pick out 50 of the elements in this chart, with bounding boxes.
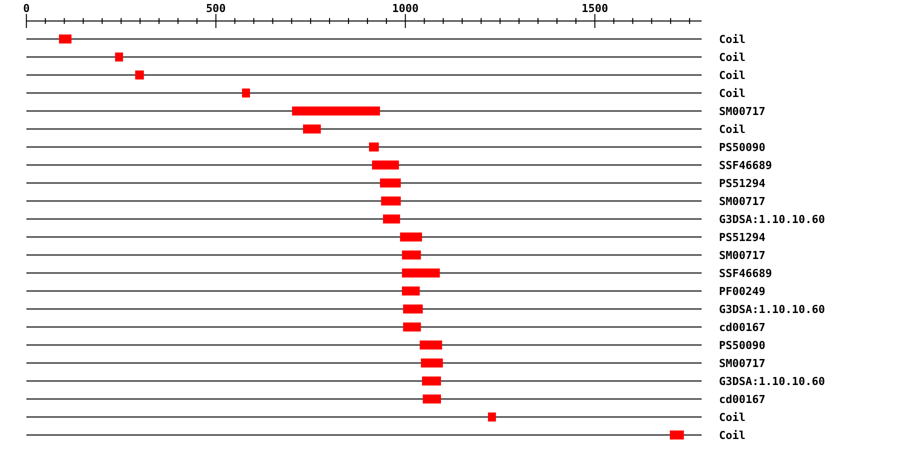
y-tick-label: SM00717 [719,105,766,118]
bar [372,160,399,170]
bar [403,304,423,314]
bar [135,70,144,80]
y-tick-label: SM00717 [719,357,766,370]
bar [670,430,684,440]
y-tick-label: Coil [719,429,746,442]
bar [380,178,401,188]
bar [402,286,420,296]
y-tick-label: cd00167 [719,321,766,334]
y-tick-label: PS51294 [719,231,766,244]
y-tick-label: PS50090 [719,339,766,352]
y-tick-label: Coil [719,123,746,136]
y-tick-label: PS51294 [719,177,766,190]
y-tick-label: Coil [719,87,746,100]
y-tick-label: SM00717 [719,195,766,208]
bar [383,214,400,224]
y-tick-label: Coil [719,33,746,46]
bar [402,268,440,278]
bar [381,196,401,206]
y-tick-label: G3DSA:1.10.10.60 [719,303,825,316]
bar [402,250,421,260]
bar [368,142,379,152]
y-tick-label: Coil [719,411,746,424]
bar [488,412,496,422]
y-tick-label: SSF46689 [719,267,772,280]
y-tick-label: SSF46689 [719,159,772,172]
bar [303,124,321,134]
y-tick-label: G3DSA:1.10.10.60 [719,375,825,388]
y-tick-label: Coil [719,69,746,82]
x-tick-label: 500 [206,2,226,15]
y-tick-label: PF00249 [719,285,766,298]
bar [420,358,443,368]
bar [400,232,422,242]
y-tick-label: SM00717 [719,249,766,262]
y-tick-label: Coil [719,51,746,64]
x-tick-label: 1000 [392,2,419,15]
x-tick-label: 0 [23,2,30,15]
x-tick-label: 1500 [582,2,608,15]
bar [58,34,72,44]
bar [403,322,421,332]
bar [115,52,124,62]
bar [422,376,441,386]
bar [242,88,250,98]
bar [422,394,441,404]
y-tick-label: G3DSA:1.10.10.60 [719,213,825,226]
y-tick-label: PS50090 [719,141,766,154]
bar [292,106,380,116]
bar [420,340,442,350]
y-tick-label: cd00167 [719,393,766,406]
